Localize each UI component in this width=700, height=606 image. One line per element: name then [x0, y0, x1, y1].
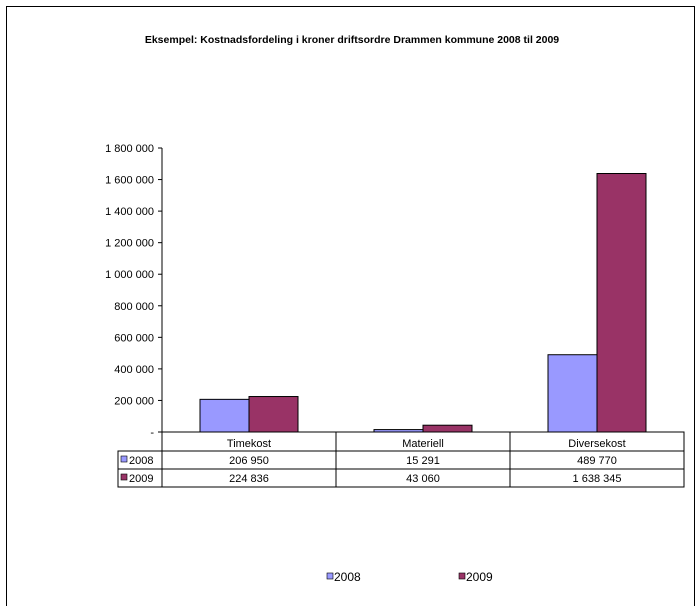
legend-label-2009: 2009 — [466, 570, 493, 584]
y-tick-label: 1 200 000 — [105, 238, 154, 250]
y-tick-label: 1 400 000 — [105, 206, 154, 218]
legend-label-2008: 2008 — [334, 570, 361, 584]
y-tick-label: - — [150, 427, 154, 439]
table-cell-2008-materiell: 15 291 — [406, 455, 440, 467]
chart-frame: Eksempel: Kostnadsfordeling i kroner dri… — [6, 6, 695, 606]
legend: 2008 2009 — [326, 570, 493, 584]
chart-svg: Eksempel: Kostnadsfordeling i kroner dri… — [105, 34, 685, 584]
plot-area: - 200 000 400 000 600 000 800 000 1 000 000 1 … — [105, 143, 647, 439]
y-tick-label: 200 000 — [114, 395, 154, 407]
y-tick-label: 1 600 000 — [105, 175, 154, 187]
category-label-timekost: Timekost — [227, 438, 271, 450]
table-series-label-2009: 2009 — [129, 473, 153, 485]
y-tick-label: 400 000 — [114, 364, 154, 376]
bar-2008-timekost — [199, 398, 250, 433]
table-legend-key-2009 — [120, 473, 128, 481]
y-tick-label: 600 000 — [114, 332, 154, 344]
bar-2009-materiell — [422, 424, 473, 433]
data-table: Timekost Materiell Diversekost 2008 206 950 1… — [117, 431, 685, 488]
table-cell-2009-materiell: 43 060 — [406, 473, 440, 485]
legend-key-2008 — [326, 572, 334, 580]
table-row-2009 — [117, 468, 685, 488]
bar-2009-timekost — [248, 396, 299, 433]
table-series-label-2008: 2008 — [129, 455, 153, 467]
y-tick-label: 1 000 000 — [105, 269, 154, 281]
legend-key-2009 — [458, 572, 466, 580]
bar-2008-diversekost — [547, 354, 598, 433]
table-cell-2009-diversekost: 1 638 345 — [573, 473, 622, 485]
table-legend-key-2008 — [120, 455, 128, 463]
bar-2009-diversekost — [596, 173, 647, 433]
chart-title: Eksempel: Kostnadsfordeling i kroner dri… — [145, 34, 559, 46]
table-cell-2008-diversekost: 489 770 — [577, 455, 617, 467]
table-cell-2009-timekost: 224 836 — [229, 473, 269, 485]
y-tick-label: 1 800 000 — [105, 143, 154, 155]
table-cell-2008-timekost: 206 950 — [229, 455, 269, 467]
y-tick-label: 800 000 — [114, 301, 154, 313]
category-label-materiell: Materiell — [402, 438, 444, 450]
category-label-diversekost: Diversekost — [568, 438, 625, 450]
